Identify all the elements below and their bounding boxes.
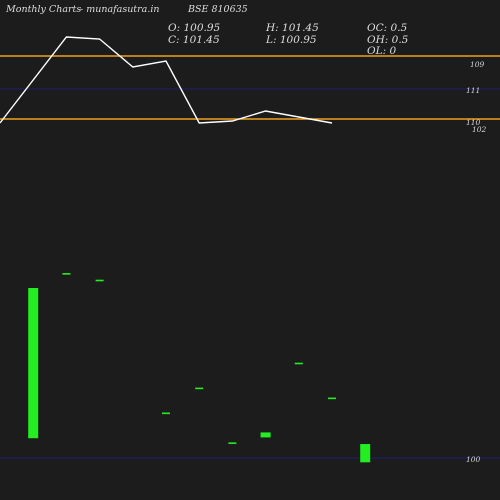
candle bbox=[328, 397, 336, 400]
candle bbox=[294, 362, 303, 365]
ohlc-low: L: 100.95 bbox=[266, 34, 317, 46]
candle bbox=[62, 273, 71, 275]
ohlc-open: O: 100.95 bbox=[168, 22, 221, 34]
candle bbox=[95, 279, 104, 282]
chart-symbol: BSE 810635 bbox=[188, 4, 248, 15]
ohlc-oh: OH: 0.5 bbox=[367, 34, 409, 46]
candle bbox=[360, 444, 371, 463]
price-line bbox=[0, 36, 333, 124]
candle bbox=[260, 432, 271, 438]
y-tick-label: 110 bbox=[466, 118, 481, 127]
y-tick-label: 109 bbox=[470, 60, 485, 69]
ohlc-ol: OL: 0 bbox=[367, 45, 397, 57]
chart-brand: Monthly Charts bbox=[6, 4, 82, 15]
chart-site: - munafasutra.in bbox=[80, 4, 160, 15]
ohlc-high: H: 101.45 bbox=[266, 22, 319, 34]
y-tick-label: 100 bbox=[466, 455, 481, 464]
ohlc-oc: OC: 0.5 bbox=[367, 22, 408, 34]
y-tick-label: 102 bbox=[472, 125, 487, 134]
candle bbox=[195, 387, 204, 390]
y-tick-label: 111 bbox=[466, 86, 481, 95]
candle bbox=[28, 288, 39, 439]
candle bbox=[162, 412, 170, 415]
candle bbox=[228, 442, 237, 444]
ohlc-close: C: 101.45 bbox=[168, 34, 220, 46]
